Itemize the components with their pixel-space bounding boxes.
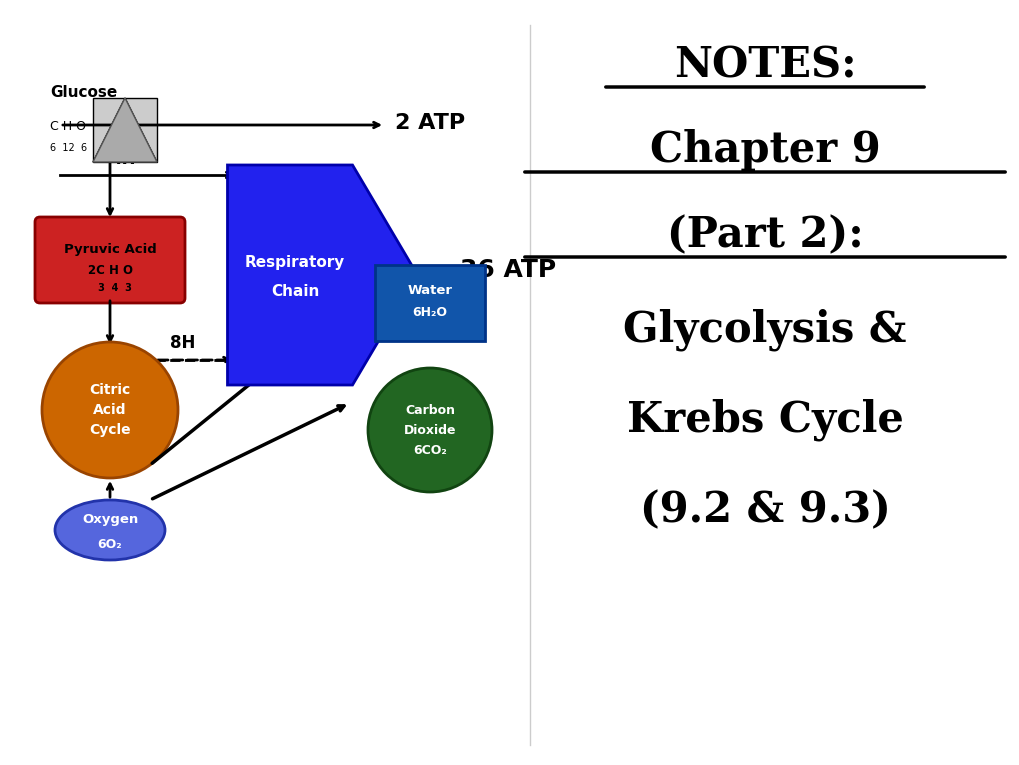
Text: 8H: 8H bbox=[170, 334, 196, 352]
Text: Respiratory: Respiratory bbox=[245, 256, 344, 271]
Text: 4H: 4H bbox=[110, 150, 136, 168]
Circle shape bbox=[42, 342, 178, 478]
Polygon shape bbox=[93, 98, 157, 162]
Text: 6O₂: 6O₂ bbox=[98, 539, 122, 552]
Text: Chain: Chain bbox=[271, 285, 319, 300]
Text: Glucose: Glucose bbox=[50, 85, 117, 100]
Polygon shape bbox=[227, 165, 417, 385]
FancyBboxPatch shape bbox=[375, 265, 484, 341]
Text: Dioxide: Dioxide bbox=[404, 424, 455, 437]
Text: Krebs Cycle: Krebs Cycle bbox=[626, 399, 903, 441]
Text: Acid: Acid bbox=[93, 403, 126, 417]
Text: Water: Water bbox=[408, 285, 452, 298]
Text: 6CO₂: 6CO₂ bbox=[413, 444, 446, 457]
Polygon shape bbox=[93, 98, 157, 162]
Text: Citric: Citric bbox=[90, 383, 130, 397]
Text: NOTES:: NOTES: bbox=[673, 44, 856, 86]
Text: (9.2 & 9.3): (9.2 & 9.3) bbox=[639, 489, 890, 531]
Text: 6  12  6: 6 12 6 bbox=[50, 143, 87, 153]
Text: Oxygen: Oxygen bbox=[82, 513, 138, 526]
Text: 36 ATP: 36 ATP bbox=[460, 258, 555, 282]
Text: Glycolysis &: Glycolysis & bbox=[623, 309, 906, 351]
Circle shape bbox=[368, 368, 491, 492]
Text: Carbon: Carbon bbox=[405, 403, 454, 416]
Bar bbox=[93, 98, 157, 162]
Text: Chapter 9: Chapter 9 bbox=[649, 129, 879, 171]
Text: 6H₂O: 6H₂O bbox=[412, 307, 447, 320]
Text: C H O: C H O bbox=[50, 120, 86, 133]
Text: (Part 2):: (Part 2): bbox=[666, 214, 862, 256]
Ellipse shape bbox=[55, 500, 165, 560]
Text: 2C H O: 2C H O bbox=[88, 263, 132, 276]
Text: Cycle: Cycle bbox=[89, 423, 130, 437]
Text: Pyruvic Acid: Pyruvic Acid bbox=[63, 243, 156, 256]
Text: 2 ATP: 2 ATP bbox=[394, 113, 465, 133]
Text: 3  4  3: 3 4 3 bbox=[88, 283, 131, 293]
FancyBboxPatch shape bbox=[35, 217, 184, 303]
